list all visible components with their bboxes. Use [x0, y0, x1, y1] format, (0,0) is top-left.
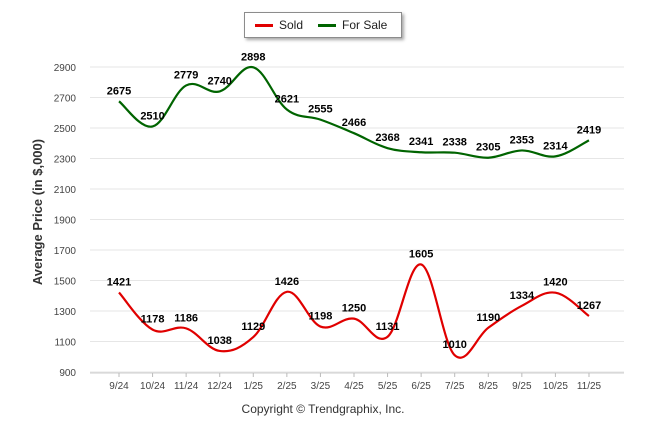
data-label-sold: 1198 [308, 311, 332, 323]
data-label-for-sale: 2314 [543, 140, 568, 152]
y-tick-label: 2100 [54, 185, 77, 196]
data-label-for-sale: 2353 [510, 134, 534, 146]
data-label-sold: 1178 [141, 314, 165, 326]
y-tick-label: 2300 [54, 155, 77, 166]
data-label-for-sale: 2675 [107, 85, 131, 97]
data-label-sold: 1250 [342, 303, 366, 315]
data-label-sold: 1190 [476, 312, 500, 324]
data-label-for-sale: 2341 [409, 136, 433, 148]
data-label-sold: 1129 [241, 321, 265, 333]
data-label-sold: 1426 [275, 276, 299, 288]
series-lines [118, 66, 590, 359]
y-tick-label: 1700 [54, 246, 77, 257]
y-tick-label: 1500 [54, 277, 77, 288]
x-tick-label: 3/25 [311, 381, 331, 392]
data-label-for-sale: 2555 [308, 104, 332, 116]
y-axis-ticks: 900 1100 1300 1500 1700 1900 2100 2300 2500 2700 2… [54, 63, 77, 379]
data-label-sold: 1420 [543, 277, 567, 289]
data-label-for-sale: 2466 [342, 117, 366, 129]
legend: Sold For Sale [244, 12, 402, 38]
x-tick-label: 11/25 [577, 381, 602, 392]
data-label-sold: 1131 [376, 321, 400, 333]
gridlines [90, 66, 624, 374]
data-label-sold: 1334 [510, 290, 535, 302]
legend-swatch-sold [255, 23, 273, 27]
legend-label-for-sale: For Sale [342, 18, 388, 32]
x-tick-label: 4/25 [344, 381, 364, 392]
data-label-sold: 1267 [577, 300, 601, 312]
x-tick-label: 1/25 [244, 381, 264, 392]
legend-item-for-sale[interactable]: For Sale [318, 13, 387, 37]
y-tick-label: 900 [59, 368, 76, 379]
x-tick-label: 10/25 [543, 381, 568, 392]
y-tick-label: 1100 [54, 338, 76, 349]
x-tick-label: 10/24 [140, 381, 165, 392]
data-label-for-sale: 2621 [275, 94, 299, 106]
data-labels: 1421 1178 1186 1038 1129 1426 1198 1250 1131 1605… [107, 51, 601, 351]
data-label-sold: 1421 [107, 277, 131, 289]
legend-swatch-for-sale [318, 23, 336, 27]
data-label-for-sale: 2368 [375, 132, 399, 144]
data-label-for-sale: 2419 [577, 124, 601, 136]
legend-item-sold[interactable]: Sold [255, 13, 303, 37]
series-line-sold [118, 263, 590, 359]
x-tick-label: 9/25 [512, 381, 532, 392]
x-tick-label: 2/25 [277, 381, 297, 392]
y-tick-label: 2700 [54, 94, 77, 105]
x-tick-label: 8/25 [479, 381, 499, 392]
x-tick-label: 12/24 [207, 381, 232, 392]
x-axis-ticks: 9/24 10/24 11/24 12/24 1/25 2/25 3/25 4/25 5/25 6… [109, 373, 602, 392]
y-tick-label: 2500 [54, 124, 77, 135]
data-label-for-sale: 2510 [140, 110, 164, 122]
legend-label-sold: Sold [279, 18, 304, 32]
data-label-sold: 1010 [442, 339, 466, 351]
x-tick-label: 7/25 [445, 381, 465, 392]
data-label-for-sale: 2305 [476, 142, 500, 154]
data-label-for-sale: 2740 [207, 75, 231, 87]
data-label-for-sale: 2338 [442, 137, 466, 149]
y-tick-label: 1900 [54, 216, 77, 227]
data-label-sold: 1038 [207, 335, 231, 347]
x-tick-label: 5/25 [378, 381, 398, 392]
y-tick-label: 1300 [54, 307, 77, 318]
copyright-text: Copyright © Trendgraphix, Inc. [241, 402, 405, 416]
y-tick-label: 2900 [54, 63, 77, 74]
data-label-sold: 1186 [174, 312, 198, 324]
data-label-sold: 1605 [409, 248, 433, 260]
x-tick-label: 11/24 [174, 381, 199, 392]
x-tick-label: 6/25 [411, 381, 431, 392]
x-tick-label: 9/24 [109, 381, 129, 392]
y-axis-title: Average Price (in $,000) [30, 139, 45, 285]
data-label-for-sale: 2779 [174, 69, 198, 81]
data-label-for-sale: 2898 [241, 51, 265, 63]
